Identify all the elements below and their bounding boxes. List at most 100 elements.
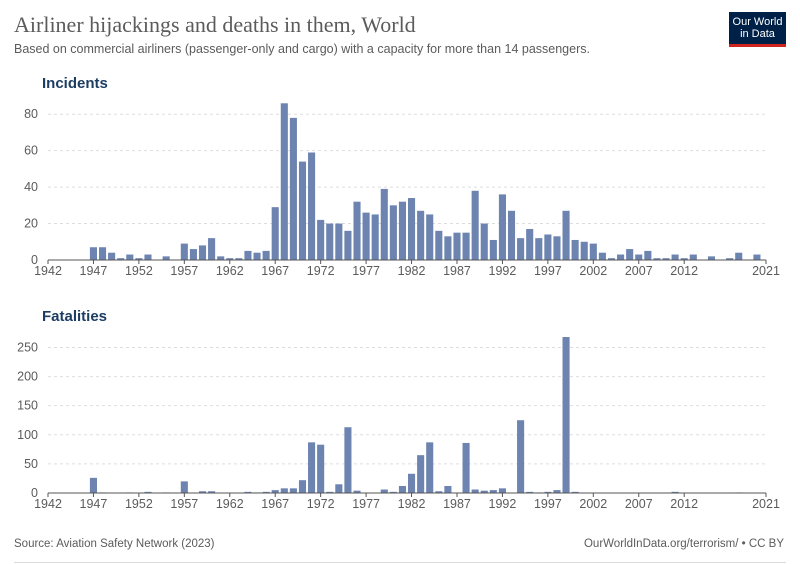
incidents-bar[interactable] <box>517 238 525 260</box>
fatalities-bar[interactable] <box>144 491 152 493</box>
incidents-bar[interactable] <box>253 252 261 260</box>
incidents-bar[interactable] <box>162 256 170 260</box>
fatalities-bar[interactable] <box>398 486 406 493</box>
incidents-bar[interactable] <box>562 210 570 260</box>
incidents-bar[interactable] <box>571 239 579 260</box>
fatalities-bar[interactable] <box>444 486 452 493</box>
incidents-bar[interactable] <box>344 230 352 260</box>
incidents-bar[interactable] <box>626 249 634 260</box>
incidents-bar[interactable] <box>108 252 116 260</box>
incidents-bar[interactable] <box>126 254 134 260</box>
fatalities-bar[interactable] <box>498 488 506 493</box>
fatalities-bar[interactable] <box>480 490 488 493</box>
incidents-bar[interactable] <box>353 201 361 260</box>
incidents-bar[interactable] <box>753 254 761 260</box>
incidents-bar[interactable] <box>280 103 288 260</box>
fatalities-bar[interactable] <box>671 491 679 493</box>
incidents-bar[interactable] <box>271 207 279 260</box>
incidents-bar[interactable] <box>380 188 388 260</box>
incidents-bar[interactable] <box>89 247 97 260</box>
fatalities-bar[interactable] <box>326 491 334 493</box>
fatalities-bar[interactable] <box>380 489 388 493</box>
fatalities-bar[interactable] <box>208 491 216 493</box>
fatalities-bar[interactable] <box>271 490 279 493</box>
incidents-bar[interactable] <box>453 232 461 260</box>
fatalities-bar[interactable] <box>344 427 352 493</box>
incidents-bar[interactable] <box>408 198 416 260</box>
incidents-bar[interactable] <box>480 223 488 260</box>
incidents-bar[interactable] <box>726 258 734 260</box>
incidents-bar[interactable] <box>707 256 716 260</box>
fatalities-bar[interactable] <box>417 455 425 493</box>
fatalities-bar[interactable] <box>489 490 497 493</box>
incidents-bar[interactable] <box>180 243 188 260</box>
incidents-bar[interactable] <box>217 256 225 260</box>
incidents-bar[interactable] <box>653 258 661 260</box>
incidents-bar[interactable] <box>462 232 470 260</box>
incidents-bar[interactable] <box>689 254 697 260</box>
fatalities-bar[interactable] <box>462 442 470 493</box>
incidents-bar[interactable] <box>553 236 561 260</box>
incidents-bar[interactable] <box>426 214 434 260</box>
fatalities-bar[interactable] <box>562 336 570 493</box>
fatalities-bar[interactable] <box>526 491 534 493</box>
incidents-bar[interactable] <box>662 258 670 260</box>
incidents-bar[interactable] <box>308 152 316 260</box>
incidents-bar[interactable] <box>635 254 643 260</box>
incidents-bar[interactable] <box>135 258 143 260</box>
incidents-bar[interactable] <box>289 117 297 261</box>
fatalities-bar[interactable] <box>289 488 297 493</box>
incidents-bar[interactable] <box>326 223 334 260</box>
incidents-bar[interactable] <box>498 194 506 260</box>
incidents-bar[interactable] <box>235 258 243 260</box>
incidents-bar[interactable] <box>617 254 625 260</box>
incidents-bar[interactable] <box>526 229 534 260</box>
incidents-bar[interactable] <box>317 219 325 260</box>
fatalities-bar[interactable] <box>308 442 316 493</box>
incidents-bar[interactable] <box>371 214 379 260</box>
fatalities-bar[interactable] <box>408 473 416 493</box>
incidents-bar[interactable] <box>644 250 652 260</box>
incidents-bar[interactable] <box>208 238 216 260</box>
fatalities-bar[interactable] <box>244 491 252 493</box>
incidents-bar[interactable] <box>417 210 425 260</box>
incidents-bar[interactable] <box>589 243 597 260</box>
incidents-bar[interactable] <box>735 252 743 260</box>
fatalities-bar[interactable] <box>471 489 479 493</box>
incidents-bar[interactable] <box>680 258 688 260</box>
incidents-bar[interactable] <box>580 241 588 260</box>
source-url[interactable]: OurWorldInData.org/terrorism/ • CC BY <box>583 538 784 550</box>
incidents-bar[interactable] <box>117 258 125 260</box>
incidents-bar[interactable] <box>244 250 252 260</box>
fatalities-bar[interactable] <box>353 490 361 493</box>
fatalities-bar[interactable] <box>389 491 397 493</box>
incidents-bar[interactable] <box>298 161 307 260</box>
incidents-bar[interactable] <box>444 236 452 260</box>
fatalities-bar[interactable] <box>317 444 325 493</box>
fatalities-bar[interactable] <box>262 491 270 493</box>
incidents-bar[interactable] <box>98 247 107 260</box>
fatalities-bar[interactable] <box>426 442 434 493</box>
incidents-bar[interactable] <box>607 258 616 260</box>
incidents-bar[interactable] <box>144 254 152 260</box>
incidents-bar[interactable] <box>544 234 552 260</box>
incidents-bar[interactable] <box>435 230 443 260</box>
fatalities-bar[interactable] <box>89 477 97 493</box>
fatalities-bar[interactable] <box>298 480 307 493</box>
incidents-bar[interactable] <box>389 205 397 260</box>
incidents-bar[interactable] <box>471 190 479 260</box>
fatalities-bar[interactable] <box>335 484 343 493</box>
fatalities-bar[interactable] <box>571 491 579 493</box>
fatalities-bar[interactable] <box>180 481 188 493</box>
incidents-bar[interactable] <box>598 252 606 260</box>
fatalities-bar[interactable] <box>544 491 552 493</box>
incidents-bar[interactable] <box>262 250 270 260</box>
incidents-bar[interactable] <box>198 245 207 260</box>
fatalities-bar[interactable] <box>517 420 525 493</box>
owid-logo[interactable]: Our World in Data <box>729 12 786 47</box>
incidents-bar[interactable] <box>535 238 543 260</box>
fatalities-bar[interactable] <box>280 488 288 493</box>
incidents-bar[interactable] <box>335 223 343 260</box>
fatalities-bar[interactable] <box>553 490 561 493</box>
fatalities-bar[interactable] <box>435 491 443 493</box>
